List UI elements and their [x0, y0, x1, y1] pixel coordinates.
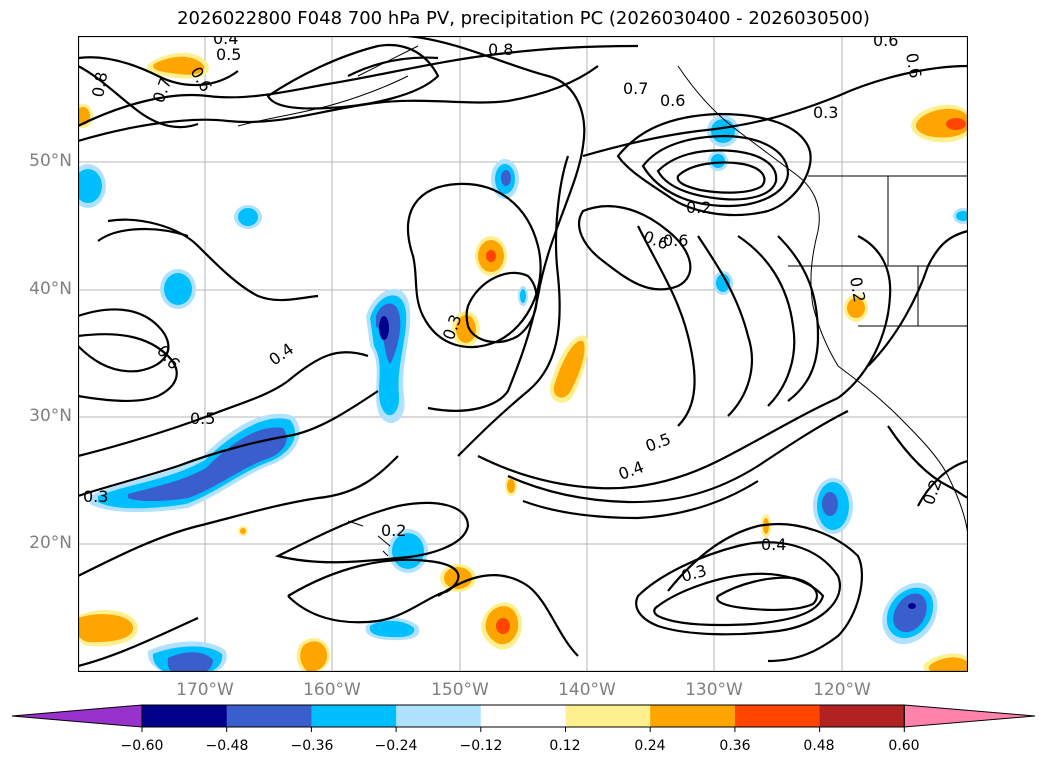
colorbar-tick-label: −0.48	[205, 738, 249, 754]
colorbar-tick-label: −0.24	[374, 738, 418, 754]
contour-label: 0.6	[873, 36, 898, 50]
contour-label: 0.5	[216, 45, 241, 64]
lat-label: 30°N	[29, 406, 72, 426]
precip-positive-areas	[78, 52, 968, 672]
coastline	[237, 45, 968, 557]
lon-label: 120°W	[813, 680, 871, 700]
pv-contours	[78, 36, 968, 668]
colorbar-tick-label: 0.60	[888, 738, 920, 754]
map-title: 2026022800 F048 700 hPa PV, precipitatio…	[177, 8, 870, 29]
contour-label: 0.7	[623, 79, 648, 98]
colorbar-cell	[480, 705, 566, 727]
colorbar-cell	[311, 705, 397, 727]
contour-label: 0.8	[488, 40, 513, 59]
contour-label: 0.6	[902, 51, 925, 79]
contour-label: 0.8	[88, 70, 111, 98]
colorbar-tick-label: −0.60	[120, 738, 164, 754]
contour-label: 0.4	[213, 36, 238, 48]
colorbar-cell	[396, 705, 482, 727]
colorbar-extend-right	[903, 704, 1036, 728]
contour-label: 0.3	[83, 487, 108, 506]
colorbar-tick-label: 0.48	[803, 738, 835, 754]
lat-label: 40°N	[29, 279, 72, 299]
contour-label: 0.6	[663, 231, 688, 250]
colorbar-cell	[226, 705, 312, 727]
colorbar-cell	[142, 705, 228, 727]
colorbar-cell	[565, 705, 651, 727]
contour-label: 0.2	[846, 275, 869, 303]
colorbar-frame	[141, 704, 905, 728]
colorbar-extend-left	[11, 704, 143, 728]
colorbar-tick-label: 0.36	[719, 738, 751, 754]
lat-label: 50°N	[29, 151, 72, 171]
map-panel: 0.4 0.5 0.8 0.8 0.7 0.6 0.6 0.7 0.6 0.3 …	[78, 36, 968, 672]
contour-label: 0.2	[686, 198, 711, 217]
contour-label: 0.5	[190, 409, 215, 428]
lon-label: 140°W	[558, 680, 616, 700]
lon-label: 170°W	[176, 680, 234, 700]
contour-label: 0.6	[660, 91, 685, 110]
colorbar-tick-label: −0.12	[459, 738, 503, 754]
colorbar-tick-label: 0.12	[549, 738, 581, 754]
colorbar-cell	[819, 705, 905, 727]
colorbar-tick-label: −0.36	[290, 738, 334, 754]
precip-negative-areas	[78, 115, 968, 672]
colorbar-cell	[650, 705, 736, 727]
lon-label: 160°W	[303, 680, 361, 700]
contour-label: 0.2	[381, 521, 406, 540]
lon-label: 150°W	[431, 680, 489, 700]
contour-label: 0.4	[761, 535, 786, 554]
colorbar-cell	[734, 705, 821, 727]
lat-label: 20°N	[29, 533, 72, 553]
contour-label: 0.3	[813, 103, 838, 122]
colorbar	[11, 704, 1036, 732]
lon-label: 130°W	[685, 680, 743, 700]
colorbar-tick-label: 0.24	[634, 738, 666, 754]
